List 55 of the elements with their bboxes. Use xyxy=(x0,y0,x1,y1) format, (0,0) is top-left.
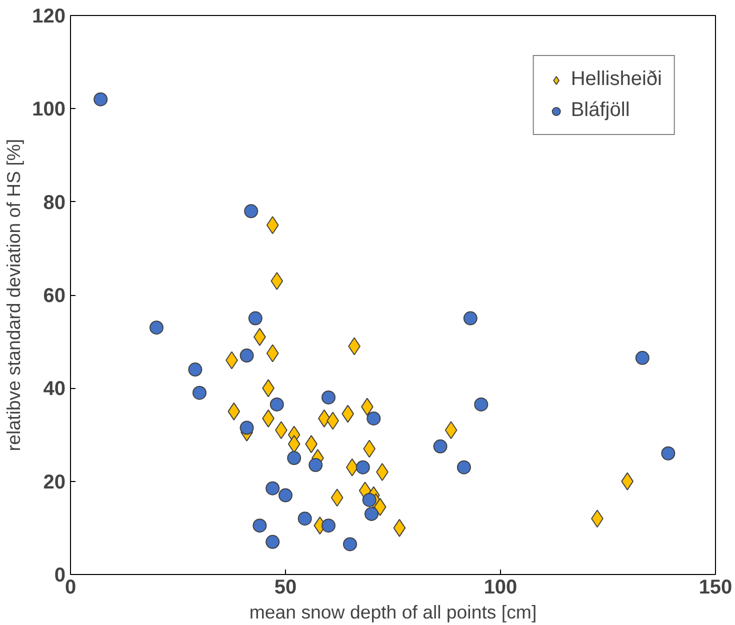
point xyxy=(240,348,254,363)
point xyxy=(278,488,292,502)
point xyxy=(248,311,262,326)
y-tick-label: 40 xyxy=(43,378,66,400)
point xyxy=(474,397,488,412)
point xyxy=(94,92,108,106)
point xyxy=(362,492,376,507)
point xyxy=(244,204,258,218)
legend-label: Bláfjöll xyxy=(570,99,630,122)
y-tick-label: 100 xyxy=(32,98,66,121)
point xyxy=(150,320,164,335)
point xyxy=(330,488,344,507)
point xyxy=(661,446,676,460)
point xyxy=(356,460,370,474)
point xyxy=(308,458,323,472)
x-tick-label: 50 xyxy=(274,576,297,598)
point xyxy=(266,534,280,549)
y-tick-label: 60 xyxy=(43,285,66,307)
point xyxy=(188,362,202,377)
point xyxy=(270,397,284,412)
x-tick-label: 150 xyxy=(698,576,732,598)
point xyxy=(288,435,300,454)
point xyxy=(433,439,448,454)
point xyxy=(635,350,650,365)
point xyxy=(252,518,267,533)
y-tick-label: 120 xyxy=(32,6,66,28)
point xyxy=(266,344,279,362)
x-tick-label: 100 xyxy=(484,576,518,598)
point xyxy=(463,311,478,326)
y-axis-title: relatibve standard deviation of HS [%] xyxy=(3,138,24,452)
point xyxy=(240,420,254,435)
point xyxy=(366,411,381,426)
point xyxy=(346,458,358,476)
point xyxy=(393,518,406,537)
point xyxy=(270,272,284,290)
point xyxy=(266,481,280,496)
point xyxy=(322,390,336,404)
legend-label: Hellisheiði xyxy=(570,68,662,91)
point xyxy=(287,451,302,466)
point xyxy=(374,498,386,516)
x-axis-title: mean snow depth of all points [cm] xyxy=(249,602,537,622)
point xyxy=(298,512,312,526)
point xyxy=(621,472,634,490)
point xyxy=(266,216,279,234)
point xyxy=(342,404,354,423)
point xyxy=(322,518,336,533)
point xyxy=(364,506,378,521)
point xyxy=(363,440,376,458)
point xyxy=(228,402,240,420)
y-tick-label: 80 xyxy=(43,192,66,214)
y-tick-label: 20 xyxy=(43,471,66,494)
point xyxy=(192,386,206,400)
point xyxy=(343,537,357,552)
point xyxy=(456,460,471,474)
point xyxy=(444,421,458,440)
